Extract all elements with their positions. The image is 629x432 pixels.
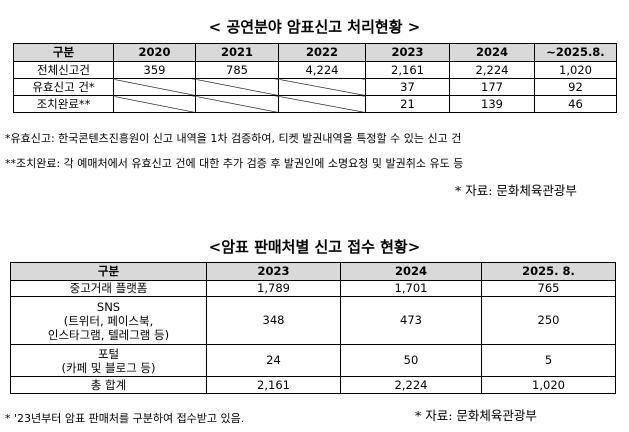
table-cell: 139 bbox=[449, 95, 535, 113]
table-cell: 1,789 bbox=[206, 280, 341, 297]
empty-diagonal-cell bbox=[278, 78, 366, 96]
table-header-row: 구분 2023 2024 2025. 8. bbox=[10, 262, 616, 281]
empty-diagonal-cell bbox=[113, 78, 196, 96]
empty-diagonal-cell bbox=[195, 78, 279, 96]
row-label: 포털 (카페 및 블로그 등) bbox=[10, 344, 207, 377]
header-cell: 2020 bbox=[113, 43, 196, 62]
empty-diagonal-cell bbox=[113, 95, 196, 113]
table-cell: 359 bbox=[113, 61, 196, 79]
header-cell: 2024 bbox=[340, 262, 482, 281]
table-cell: 250 bbox=[481, 296, 616, 345]
row-label: 총 합계 bbox=[10, 376, 207, 394]
header-cell: 2025. 8. bbox=[481, 262, 616, 281]
table-row: 조치완료** 21 139 46 bbox=[13, 95, 617, 113]
table-cell: 92 bbox=[534, 78, 617, 96]
source-note: * 자료: 문화체육관광부 bbox=[455, 183, 577, 198]
header-cell: 구분 bbox=[10, 262, 207, 281]
table-cell: 1,020 bbox=[481, 376, 616, 394]
table-cell: 2,224 bbox=[449, 61, 535, 79]
footnote-valid-report: *유효신고: 한국콘텐츠진흥원이 신고 내역을 1차 검증하여, 티켓 발권내역… bbox=[5, 132, 462, 145]
header-cell: 2023 bbox=[365, 43, 450, 62]
table1-title: < 공연분야 암표신고 처리현황 > bbox=[208, 18, 421, 36]
footnote-seller-classification: * '23년부터 암표 판매처를 구분하여 접수받고 있음. bbox=[5, 412, 245, 425]
report-processing-table: 구분 2020 2021 2022 2023 2024 ~2025.8. 전체신… bbox=[13, 43, 617, 113]
table-cell: 50 bbox=[340, 344, 482, 377]
table-cell: 2,224 bbox=[340, 376, 482, 394]
table-row: 유효신고 건* 37 177 92 bbox=[13, 78, 617, 96]
header-cell: 2023 bbox=[206, 262, 341, 281]
table-cell: 785 bbox=[195, 61, 279, 79]
table-cell: 37 bbox=[365, 78, 450, 96]
header-cell: 구분 bbox=[13, 43, 114, 62]
table-row: SNS (트위터, 페이스북, 인스타그램, 텔레그램 등) 348 473 2… bbox=[10, 296, 616, 345]
table-cell: 2,161 bbox=[365, 61, 450, 79]
table-cell: 1,020 bbox=[534, 61, 617, 79]
empty-diagonal-cell bbox=[195, 95, 279, 113]
row-label: 유효신고 건* bbox=[13, 78, 114, 96]
seller-report-table: 구분 2023 2024 2025. 8. 중고거래 플랫폼 1,789 1,7… bbox=[10, 262, 616, 394]
table-header-row: 구분 2020 2021 2022 2023 2024 ~2025.8. bbox=[13, 43, 617, 62]
table-cell: 1,701 bbox=[340, 280, 482, 297]
header-cell: 2024 bbox=[449, 43, 535, 62]
table2-title: <암표 판매처별 신고 접수 현황> bbox=[208, 238, 421, 256]
table-cell: 4,224 bbox=[278, 61, 366, 79]
header-cell: 2022 bbox=[278, 43, 366, 62]
table-row: 포털 (카페 및 블로그 등) 24 50 5 bbox=[10, 344, 616, 377]
row-label: SNS (트위터, 페이스북, 인스타그램, 텔레그램 등) bbox=[10, 296, 207, 345]
table-cell: 21 bbox=[365, 95, 450, 113]
table-cell: 765 bbox=[481, 280, 616, 297]
table-row: 전체신고건 359 785 4,224 2,161 2,224 1,020 bbox=[13, 61, 617, 79]
table-row: 중고거래 플랫폼 1,789 1,701 765 bbox=[10, 280, 616, 297]
footnote-action-complete: **조치완료: 각 예매처에서 유효신고 건에 대한 추가 검증 후 발권인에 … bbox=[5, 157, 464, 170]
table-total-row: 총 합계 2,161 2,224 1,020 bbox=[10, 376, 616, 394]
row-label: 전체신고건 bbox=[13, 61, 114, 79]
table-cell: 24 bbox=[206, 344, 341, 377]
table-cell: 473 bbox=[340, 296, 482, 345]
table-cell: 348 bbox=[206, 296, 341, 345]
table-cell: 46 bbox=[534, 95, 617, 113]
empty-diagonal-cell bbox=[278, 95, 366, 113]
row-label: 중고거래 플랫폼 bbox=[10, 280, 207, 297]
header-cell: ~2025.8. bbox=[534, 43, 617, 62]
table-cell: 5 bbox=[481, 344, 616, 377]
row-label: 조치완료** bbox=[13, 95, 114, 113]
source-note: * 자료: 문화체육관광부 bbox=[415, 408, 537, 423]
table-cell: 2,161 bbox=[206, 376, 341, 394]
header-cell: 2021 bbox=[195, 43, 279, 62]
table-cell: 177 bbox=[449, 78, 535, 96]
